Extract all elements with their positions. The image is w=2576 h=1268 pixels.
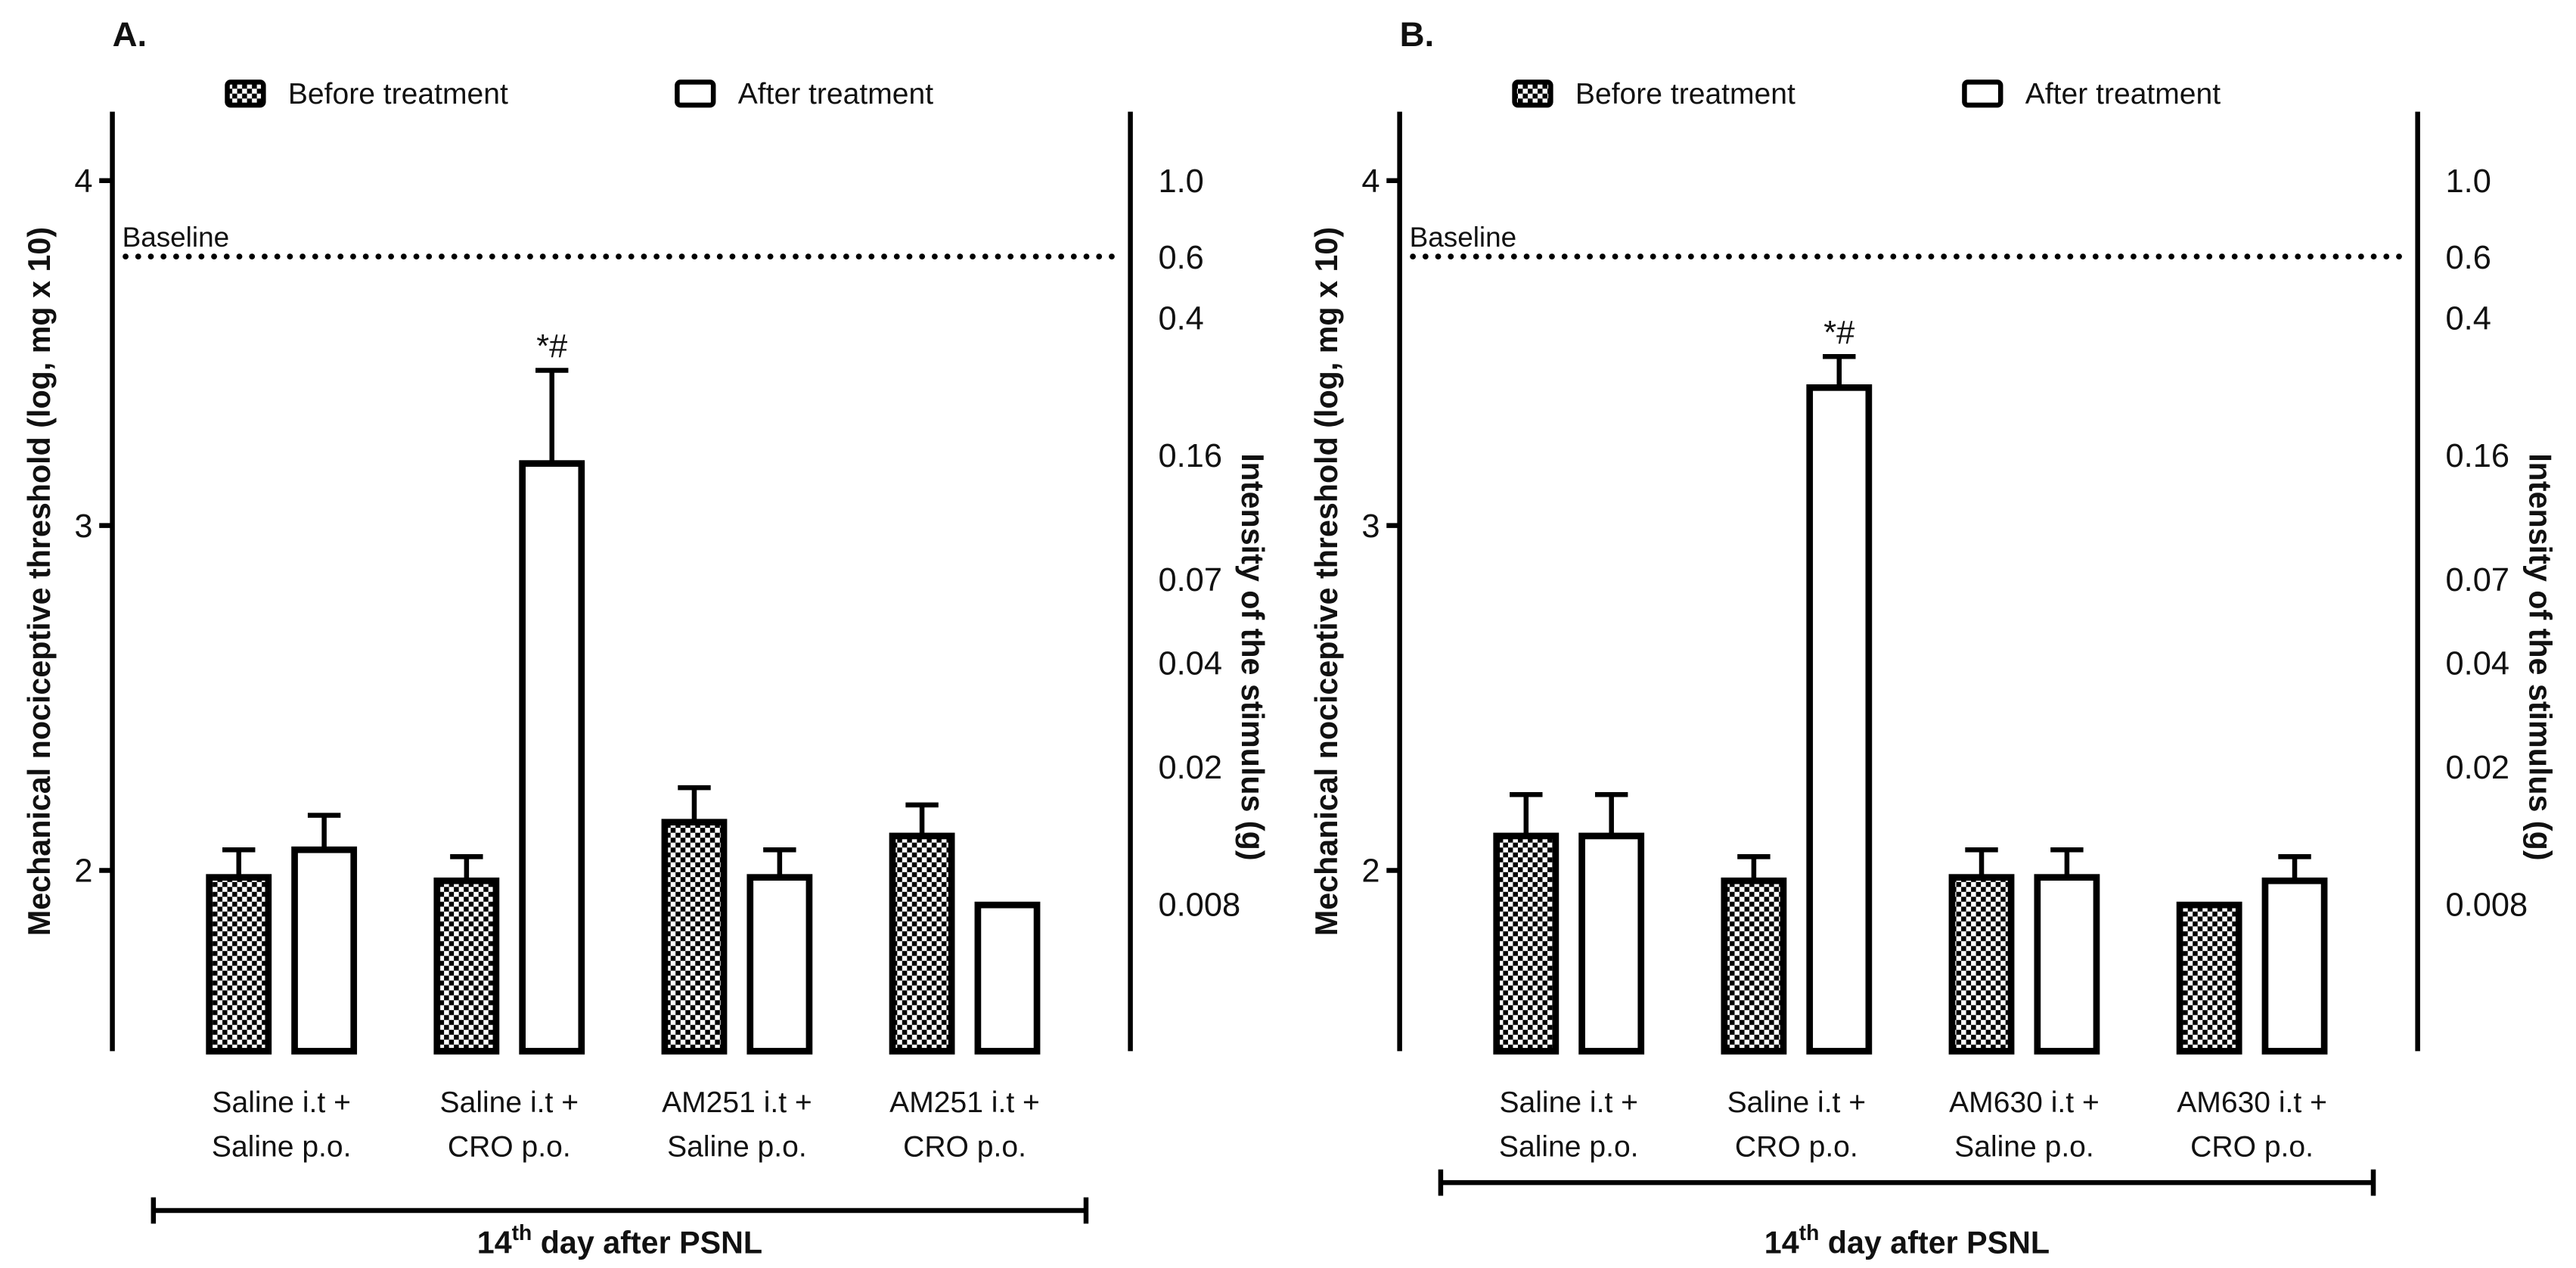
bar [1948,874,2015,1055]
x-axis-title-number: 14 [477,1225,512,1260]
x-axis-title-suffix: th [512,1220,532,1245]
y2-tick-label: 1.0 [1158,163,1203,200]
x-tick-label: CRO p.o. [2190,1130,2314,1163]
y2-tick-label: 0.008 [2446,887,2528,923]
y2-tick-label: 0.04 [1158,646,1221,682]
panel-label: B. [1400,15,1435,54]
y2-tick-label: 0.008 [1158,887,1240,923]
bar [661,819,728,1055]
x-tick-label: AM251 i.t + [662,1086,812,1119]
bar [2261,877,2328,1055]
bar [889,832,955,1055]
y-tick-label: 4 [74,163,92,200]
legend-swatch [1962,79,2003,108]
legend-swatch [225,79,266,108]
bar [433,877,500,1055]
baseline-label: Baseline [1410,222,1517,253]
panel-label: A. [113,15,147,54]
x-tick-label: CRO p.o. [903,1130,1026,1163]
y2-tick-label: 0.4 [2446,301,2491,337]
significance-label: *# [536,328,567,365]
bar [206,874,272,1055]
y2-tick-label: 0.6 [1158,240,1203,276]
y2-tick-label: 0.4 [1158,301,1203,337]
x-tick-label: Saline p.o. [667,1130,807,1163]
x-tick-label: Saline p.o. [1499,1130,1639,1163]
y2-tick-label: 0.04 [2446,646,2509,682]
x-tick-label: AM630 i.t + [1949,1086,2100,1119]
legend-label: Before treatment [1575,78,1795,110]
x-tick-label: CRO p.o. [448,1130,571,1163]
x-tick-label: Saline i.t + [440,1086,579,1119]
bar [2034,874,2100,1055]
x-axis-title-rest [1819,1225,1827,1260]
y2-axis-title: Intensity of the stimulus (g) [1235,453,1270,860]
x-tick-label: CRO p.o. [1735,1130,1858,1163]
legend-label: Before treatment [288,78,508,110]
x-tick-label: Saline p.o. [212,1130,352,1163]
bar [2176,901,2242,1055]
y2-tick-label: 0.02 [1158,750,1221,786]
y2-tick-label: 0.07 [2446,562,2509,598]
x-axis-title-suffix: th [1799,1220,1820,1245]
legend-label: After treatment [2025,78,2221,110]
baseline-label: Baseline [123,222,230,253]
legend-label: After treatment [738,78,933,110]
y-tick-label: 2 [74,853,92,890]
y2-axis-title: Intensity of the stimulus (g) [2522,453,2557,860]
x-axis-title-rest [532,1225,540,1260]
bar [291,846,358,1055]
x-axis-title-number: 14 [1764,1225,1799,1260]
bar [1493,832,1560,1055]
bar [974,901,1041,1055]
x-tick-label: AM251 i.t + [889,1086,1040,1119]
y2-tick-label: 0.6 [2446,240,2491,276]
x-axis-title-rest-text: day after PSNL [1828,1225,2050,1260]
legend-swatch [1512,79,1553,108]
x-tick-label: AM630 i.t + [2177,1086,2327,1119]
y-tick-label: 4 [1361,163,1380,200]
bar [1721,877,1787,1055]
y2-tick-label: 0.16 [1158,438,1221,474]
x-tick-label: Saline p.o. [1954,1130,2094,1163]
x-tick-label: Saline i.t + [1727,1086,1866,1119]
y2-tick-label: 1.0 [2446,163,2491,200]
significance-label: *# [1823,315,1854,351]
y-axis-title: Mechanical nociceptive threshold (log, m… [22,227,57,936]
x-axis-title: 14th day after PSNL [1764,1220,2050,1260]
bar [1806,384,1873,1055]
y2-tick-label: 0.07 [1158,562,1221,598]
y2-tick-label: 0.16 [2446,438,2509,474]
y2-tick-label: 0.02 [2446,750,2509,786]
x-axis-title: 14th day after PSNL [477,1220,762,1260]
legend-swatch [675,79,716,108]
x-tick-label: Saline i.t + [1499,1086,1638,1119]
y-tick-label: 2 [1361,853,1380,890]
bar [746,874,813,1055]
y-tick-label: 3 [74,508,92,545]
x-tick-label: Saline i.t + [212,1086,351,1119]
y-axis-title: Mechanical nociceptive threshold (log, m… [1309,227,1344,936]
x-axis-title-rest-text: day after PSNL [541,1225,762,1260]
bar [1578,832,1645,1055]
y-tick-label: 3 [1361,508,1380,545]
bar [519,460,585,1055]
